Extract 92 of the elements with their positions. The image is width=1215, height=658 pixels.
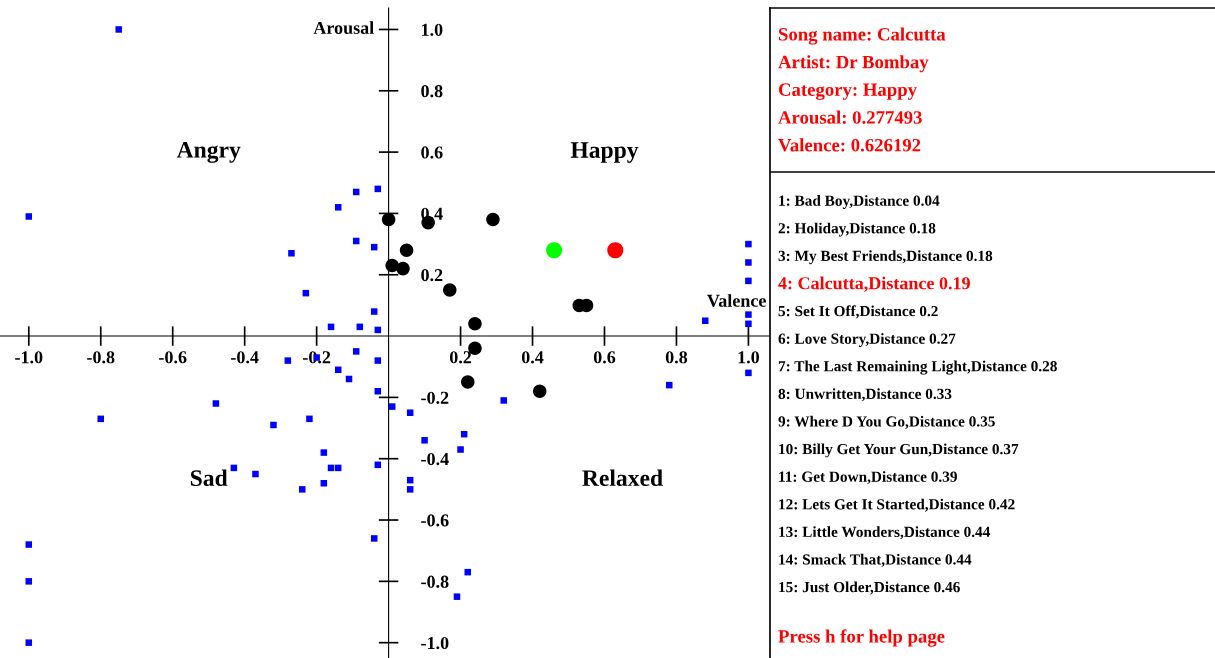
- text: 15: Just Older,Distance 0.46: [779, 581, 960, 595]
- y-axis-title: Arousal: [313, 21, 374, 35]
- text: 9: Where D You Go,Distance 0.35: [778, 415, 995, 429]
- point: [666, 381, 673, 389]
- point: [385, 258, 399, 273]
- y-tick-label: 0.6: [421, 146, 443, 159]
- y-tick-label: -0.2: [421, 391, 449, 404]
- text: 3: My Best Friends,Distance 0.18: [778, 250, 993, 265]
- point: [532, 384, 547, 399]
- point: [421, 437, 428, 444]
- point: [486, 212, 500, 227]
- point: [381, 212, 396, 227]
- point: [25, 578, 33, 585]
- point: [25, 213, 33, 220]
- point: [745, 311, 752, 318]
- annotation: Angry: [176, 142, 241, 163]
- x-tick-label: -0.6: [159, 351, 187, 364]
- point: [288, 250, 295, 257]
- x-tick-label: 1.0: [738, 351, 760, 364]
- text: 5: Set It Off,Distance 0.2: [778, 305, 938, 319]
- x-axis-title: Valence: [707, 294, 766, 307]
- point: [460, 375, 475, 389]
- x-tick-label: 0.8: [665, 351, 688, 364]
- point: [745, 240, 752, 248]
- point: [464, 568, 472, 576]
- text: 11: Get Down,Distance 0.39: [779, 471, 957, 485]
- text: 2: Holiday,Distance 0.18: [778, 222, 936, 237]
- text: 12: Lets Get It Started,Distance 0.42: [779, 498, 1015, 512]
- y-tick-label: -0.6: [421, 514, 449, 527]
- point: [370, 535, 378, 542]
- text: Artist: Dr Bombay: [778, 55, 929, 73]
- point: [388, 403, 396, 410]
- point: [374, 357, 382, 364]
- text: 7: The Last Remaining Light,Distance 0.28: [778, 360, 1057, 375]
- annotation: Happy: [570, 142, 639, 163]
- point: [115, 26, 122, 33]
- text: Category: Happy: [778, 83, 917, 100]
- x-tick-label: 0.2: [449, 351, 472, 364]
- text: 13: Little Wonders,Distance 0.44: [779, 526, 991, 540]
- text: 10: Billy Get Your Gun,Distance 0.37: [779, 443, 1019, 458]
- y-tick-label: 1.0: [421, 23, 443, 36]
- point: [701, 317, 709, 324]
- text: 4: Calcutta,Distance 0.19: [778, 276, 970, 292]
- point: [406, 486, 414, 493]
- point: [453, 593, 461, 600]
- point: [298, 486, 306, 493]
- point: [399, 243, 414, 257]
- x-tick-label: -0.8: [87, 351, 115, 364]
- point: [352, 348, 360, 355]
- text: Arousal: 0.277493: [778, 110, 922, 124]
- point: [396, 261, 410, 276]
- point: [745, 277, 752, 285]
- point: [97, 415, 104, 423]
- point: [370, 308, 378, 315]
- annotation: Sad: [190, 469, 228, 487]
- text: 14: Smack That,Distance 0.44: [779, 553, 972, 567]
- text: Valence: 0.626192: [778, 138, 921, 152]
- text: 8: Unwritten,Distance 0.33: [778, 388, 952, 402]
- point: [270, 421, 277, 429]
- point: [443, 283, 457, 297]
- text: Press h for help page: [778, 629, 945, 647]
- point: [457, 446, 464, 453]
- point: [374, 388, 382, 395]
- point: [306, 415, 313, 423]
- point: [25, 639, 33, 646]
- y-tick-label: 0.2: [421, 269, 443, 282]
- point: [500, 397, 507, 404]
- point: [320, 449, 328, 456]
- x-tick-label: 0.4: [521, 351, 544, 364]
- y-tick-label: -1.0: [421, 636, 449, 650]
- point: [284, 357, 292, 364]
- point: [25, 541, 33, 548]
- point: [745, 259, 752, 266]
- x-tick-label: -1.0: [15, 351, 43, 364]
- text: 6: Love Story,Distance 0.27: [778, 333, 956, 347]
- point: [212, 400, 220, 407]
- y-tick-label: -0.8: [421, 575, 449, 588]
- annotation: Relaxed: [582, 469, 663, 487]
- text: 1: Bad Boy,Distance 0.04: [779, 195, 940, 209]
- y-tick-label: 0.8: [421, 85, 443, 98]
- text: Song name: Calcutta: [779, 27, 946, 45]
- point: [252, 470, 259, 478]
- point: [468, 317, 482, 331]
- x-tick-label: 0.6: [593, 351, 616, 364]
- point: [745, 369, 752, 377]
- point: [745, 320, 752, 328]
- x-tick-label: -0.4: [231, 351, 259, 364]
- point: [607, 242, 624, 259]
- y-tick-label: -0.4: [421, 452, 449, 466]
- point: [546, 242, 563, 259]
- point: [334, 204, 342, 211]
- point: [406, 409, 414, 416]
